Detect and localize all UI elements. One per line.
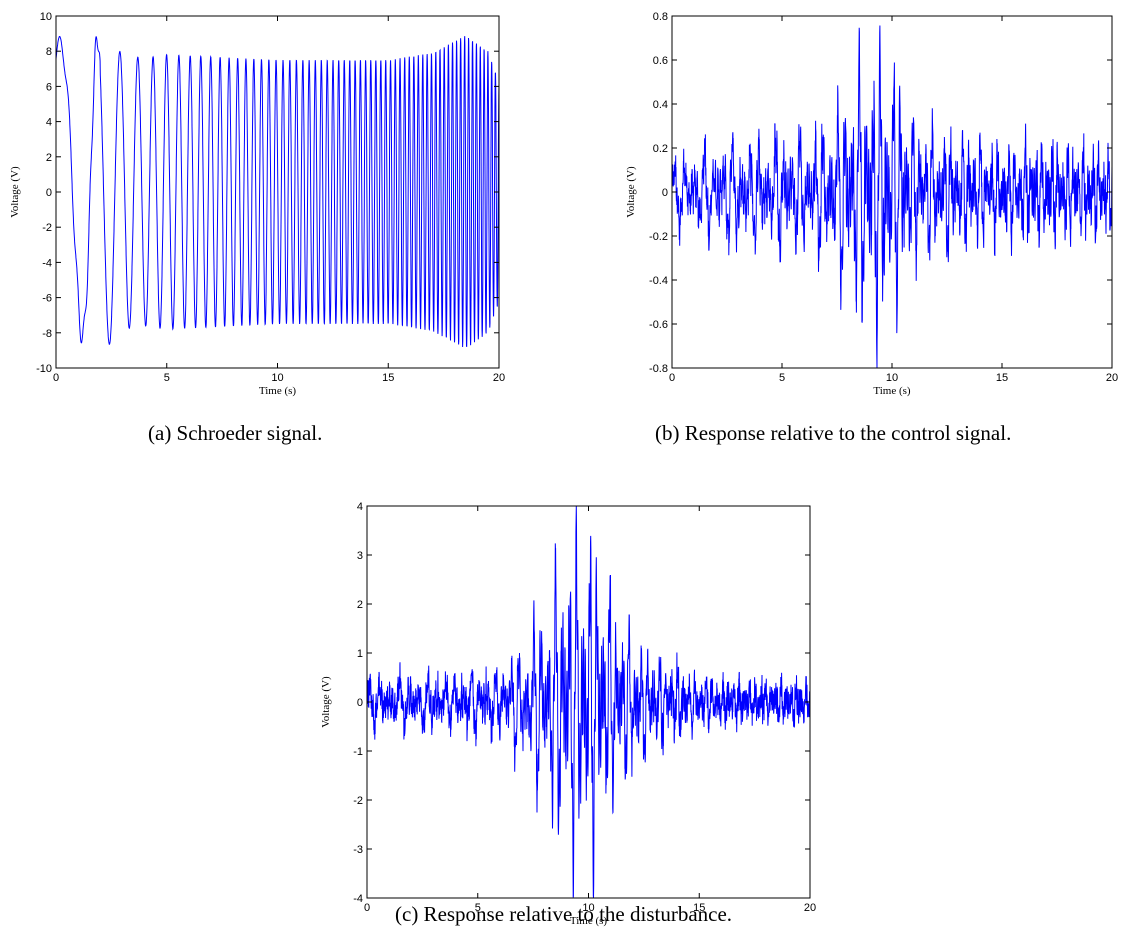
chart-a-series-line: [55, 36, 500, 348]
chart-b-ytick-label: 0.8: [653, 11, 668, 23]
chart-a-ytick-label: -2: [42, 222, 52, 234]
chart-a-ytick-label: 10: [40, 11, 52, 23]
chart-a-ytick-label: 4: [46, 117, 52, 129]
chart-b-xtick-label: 0: [669, 372, 675, 384]
chart-c-ytick-label: -2: [353, 795, 363, 807]
chart-b: 0 5 10 15 20 -0.8 -0.6 -0.4 -0.2 0 0.2 0.4 0.6 0.8 Tim…: [600, 0, 1126, 397]
chart-c-svg: 0 5 10 15 20 -4 -3 -2 -1 0 1 2 3 4 Time (s) Voltage (V): [320, 501, 816, 927]
caption-a: (a) Schroeder signal.: [148, 421, 323, 445]
chart-b-xtick-label: 20: [1106, 372, 1118, 384]
chart-a-ytick-label: 0: [46, 187, 52, 199]
chart-c-ytick-label: 0: [357, 697, 363, 709]
chart-b-xlabel: Time (s): [873, 385, 911, 397]
chart-c-ytick-label: -4: [353, 893, 363, 905]
chart-c-ytick-label: 4: [357, 501, 363, 513]
chart-c-ylabel: Voltage (V): [320, 676, 332, 728]
caption-b: (b) Response relative to the control sig…: [655, 421, 1012, 445]
chart-b-ytick-label: -0.4: [649, 275, 668, 287]
chart-a-xtick-label: 10: [271, 372, 283, 384]
chart-c-ytick-label: 1: [357, 648, 363, 660]
chart-b-ylabel: Voltage (V): [625, 166, 637, 218]
chart-c-xtick-label: 20: [804, 902, 816, 914]
chart-c-xtick-label: 15: [693, 902, 705, 914]
chart-c-plot: 0 5 10 15 20 -4 -3 -2 -1 0 1 2 3 4 Time (s) Voltage (V): [320, 501, 816, 927]
chart-b-xtick-label: 5: [779, 372, 785, 384]
chart-b-ytick-label: -0.8: [649, 363, 668, 375]
chart-c-xtick-label: 10: [582, 902, 594, 914]
chart-a-xtick-label: 0: [53, 372, 59, 384]
chart-a-ytick-label: 6: [46, 81, 52, 93]
chart-a-xtick-label: 20: [493, 372, 505, 384]
chart-b-ytick-label: 0.2: [653, 143, 668, 155]
chart-c: 0 5 10 15 20 -4 -3 -2 -1 0 1 2 3 4 Time (s) Voltage (V): [300, 490, 826, 927]
chart-a: 0 5 10 15 20 -10 -8 -6 -4 -2 0 2 4 6 8 10 Time (s) Voltag…: [0, 0, 520, 397]
chart-b-xtick-label: 10: [886, 372, 898, 384]
chart-c-ytick-label: 3: [357, 550, 363, 562]
chart-a-ytick-label: -6: [42, 293, 52, 305]
chart-c-xlabel: Time (s): [570, 915, 608, 927]
chart-b-plot: 0 5 10 15 20 -0.8 -0.6 -0.4 -0.2 0 0.2 0.4 0.6 0.8 Tim…: [625, 11, 1118, 397]
chart-b-ytick-label: -0.2: [649, 231, 668, 243]
chart-a-ytick-label: -8: [42, 328, 52, 340]
chart-a-ytick-label: 2: [46, 152, 52, 164]
chart-c-ytick-label: -1: [353, 746, 363, 758]
chart-c-ytick-label: 2: [357, 599, 363, 611]
chart-a-ylabel: Voltage (V): [9, 166, 21, 218]
chart-c-series-line: [366, 505, 811, 899]
chart-b-ytick-label: 0.4: [653, 99, 668, 111]
chart-a-ytick-label: -10: [36, 363, 52, 375]
chart-b-ytick-label: 0.6: [653, 55, 668, 67]
chart-b-series-line: [671, 25, 1113, 369]
chart-b-ytick-label: 0: [662, 187, 668, 199]
chart-b-xtick-label: 15: [996, 372, 1008, 384]
chart-c-xtick-label: 0: [364, 902, 370, 914]
caption-c: (c) Response relative to the disturbance…: [395, 902, 733, 926]
chart-b-ytick-label: -0.6: [649, 319, 668, 331]
chart-a-xtick-label: 5: [164, 372, 170, 384]
chart-a-ytick-label: -4: [42, 257, 52, 269]
chart-c-xtick-label: 5: [475, 902, 481, 914]
chart-c-ytick-label: -3: [353, 844, 363, 856]
chart-b-svg: 0 5 10 15 20 -0.8 -0.6 -0.4 -0.2 0 0.2 0.4 0.6 0.8 Tim…: [625, 11, 1118, 397]
chart-a-xlabel: Time (s): [259, 385, 297, 397]
chart-a-xtick-label: 15: [382, 372, 394, 384]
chart-a-ytick-label: 8: [46, 46, 52, 58]
